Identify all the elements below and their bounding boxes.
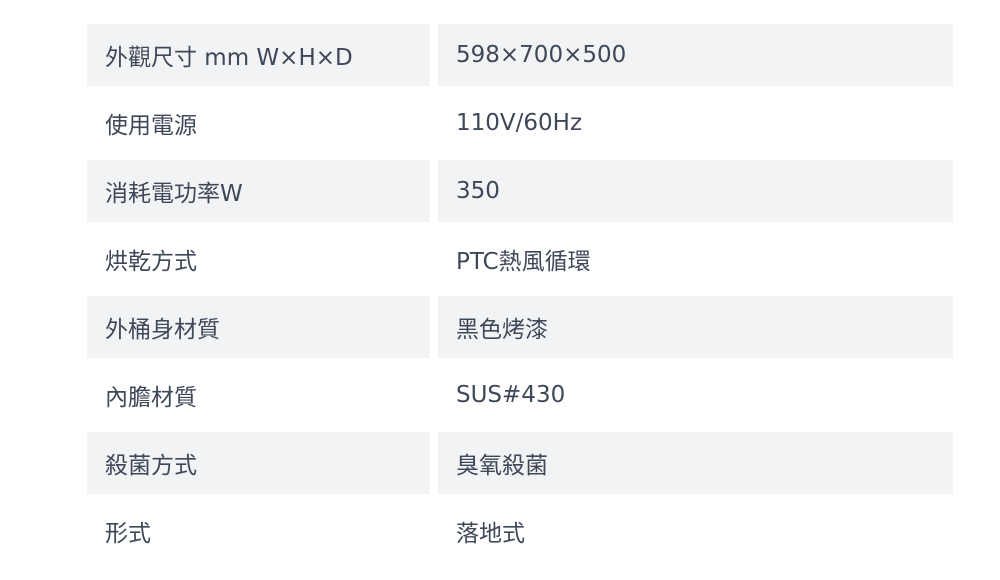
spec-row: 烘乾方式 PTC熱風循環 xyxy=(87,228,953,290)
spec-value: 落地式 xyxy=(456,521,525,547)
spec-label: 烘乾方式 xyxy=(105,249,197,275)
spec-row: 內膽材質 SUS#430 xyxy=(87,364,953,426)
spec-label: 消耗電功率W xyxy=(87,160,430,222)
spec-value: 598×700×500 xyxy=(438,24,953,86)
spec-label: 內膽材質 xyxy=(105,385,197,411)
spec-value: 110V/60Hz xyxy=(456,110,583,136)
spec-row: 使用電源 110V/60Hz xyxy=(87,92,953,154)
spec-label: 使用電源 xyxy=(105,113,197,139)
spec-row: 消耗電功率W 350 xyxy=(87,160,953,222)
spec-row: 形式 落地式 xyxy=(87,500,953,562)
spec-value: 黑色烤漆 xyxy=(438,296,953,358)
spec-value: 350 xyxy=(438,160,953,222)
spec-row: 殺菌方式 臭氧殺菌 xyxy=(87,432,953,494)
spec-row: 外觀尺寸 mm W×H×D 598×700×500 xyxy=(87,24,953,86)
spec-row: 外桶身材質 黑色烤漆 xyxy=(87,296,953,358)
spec-label: 殺菌方式 xyxy=(87,432,430,494)
spec-label: 外觀尺寸 mm W×H×D xyxy=(87,24,430,86)
spec-value: SUS#430 xyxy=(456,382,566,408)
spec-label: 形式 xyxy=(105,521,151,547)
spec-value: PTC熱風循環 xyxy=(456,249,591,275)
spec-value: 臭氧殺菌 xyxy=(438,432,953,494)
spec-label: 外桶身材質 xyxy=(87,296,430,358)
